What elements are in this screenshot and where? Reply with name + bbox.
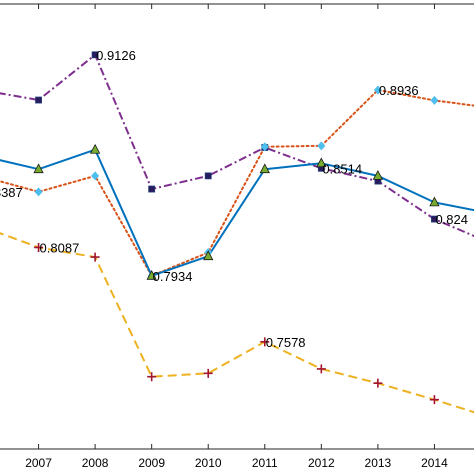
series-3-point-2014 [429, 196, 440, 207]
series-4-point-2014 [429, 395, 439, 405]
series-2-point-2014 [430, 95, 439, 105]
x-tick-label-2013: 2013 [365, 456, 392, 470]
x-tick-label-2009: 2009 [138, 456, 165, 470]
x-tick-label-2008: 2008 [82, 456, 109, 470]
data-label-2014: 0.824 [435, 212, 468, 227]
x-tick-label-2011: 2011 [252, 456, 278, 470]
series-layer [0, 53, 474, 414]
series-2-point-2007 [34, 187, 43, 197]
series-4-point-2012 [316, 364, 326, 374]
series-4-point-2007 [34, 242, 44, 252]
x-tick-label-2007: 2007 [25, 456, 52, 470]
series-4-point-2008 [90, 252, 100, 262]
series-line-3 [0, 148, 474, 277]
plot-frame [0, 3, 474, 450]
series-1-point-2009 [148, 185, 156, 193]
series-3-point-2011 [259, 163, 270, 174]
x-tick-label-2012: 2012 [308, 456, 335, 470]
series-3-point-2013 [372, 170, 384, 180]
series-1-point-2007 [35, 96, 42, 104]
series-3-point-2008 [89, 143, 101, 154]
series-1-point-2008 [91, 51, 99, 59]
data-label-2006: 0.8387 [0, 185, 23, 200]
x-tick-label-2010: 2010 [195, 456, 222, 470]
series-line-2 [0, 89, 474, 277]
axis-layer: 2007 2008 2009 2010 2011 2012 2013 2014 [0, 3, 474, 470]
series-3-point-2012 [316, 157, 327, 168]
data-label-2007: 0.8087 [40, 240, 80, 255]
marker-layer [33, 51, 440, 405]
x-tick-label-2014: 2014 [421, 456, 448, 470]
data-label-2011: 0.7578 [266, 335, 306, 350]
series-4-point-2010 [203, 368, 213, 378]
series-2-point-2012 [317, 141, 326, 151]
data-label-2012: 0.8514 [322, 161, 362, 176]
data-label-2008: 0.9126 [96, 48, 136, 63]
data-label-layer: 0.8387 0.8087 0.9126 0.7934 0.7578 0.8514 0.89… [0, 48, 468, 350]
series-4-point-2013 [373, 378, 383, 388]
data-label-2009: 0.7934 [153, 269, 193, 284]
series-3-point-2010 [203, 250, 214, 261]
series-2-point-2011 [260, 142, 269, 152]
series-2-point-2013 [373, 85, 382, 95]
series-1-point-2014 [431, 215, 438, 223]
series-line-4 [0, 232, 474, 414]
series-3-point-2009 [146, 269, 157, 280]
data-label-2013: 0.8936 [379, 83, 419, 98]
series-line-1 [0, 53, 474, 238]
series-4-point-2011 [260, 337, 270, 347]
series-1-point-2010 [204, 172, 212, 180]
series-4-point-2009 [147, 372, 157, 382]
series-2-point-2008 [91, 171, 100, 181]
series-3-point-2007 [33, 163, 44, 174]
